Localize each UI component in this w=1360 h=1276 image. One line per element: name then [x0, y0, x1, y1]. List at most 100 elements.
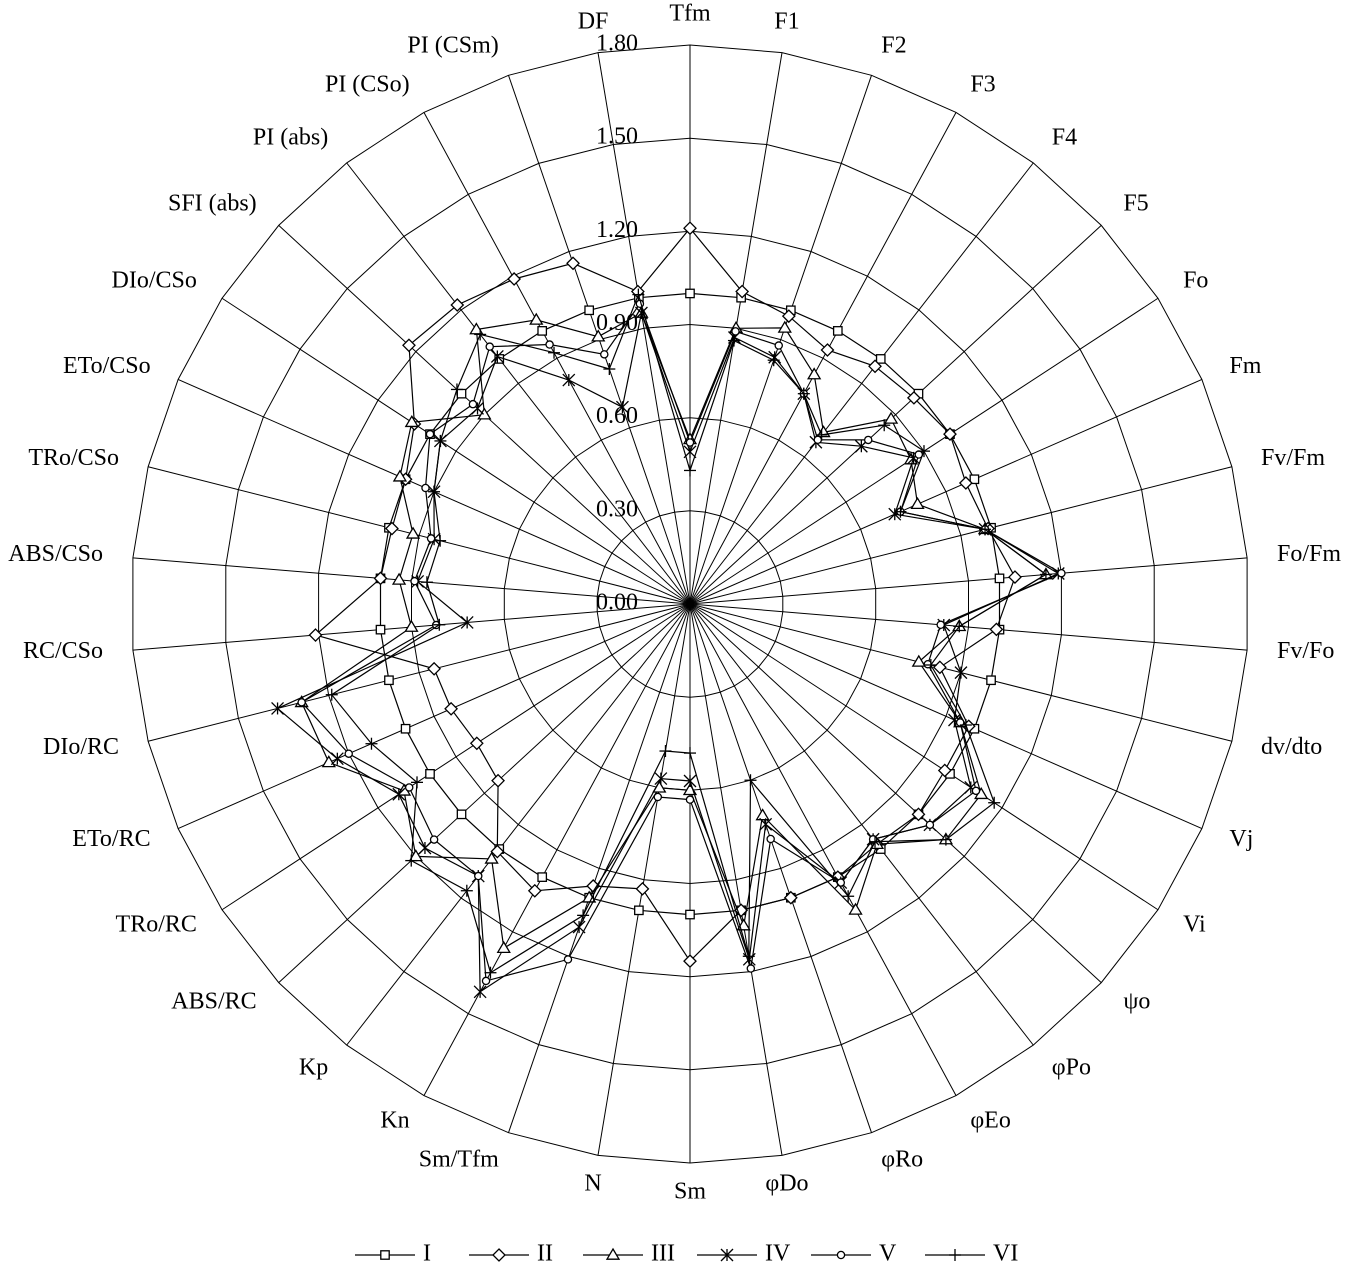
axis-spoke: [689, 603, 1034, 1046]
marker-shape: [683, 221, 697, 236]
data-point: [321, 755, 336, 768]
marker-shape: [566, 256, 580, 271]
data-point: [491, 773, 505, 788]
marker-shape: [404, 783, 414, 792]
marker-shape: [444, 701, 459, 716]
marker-shape: [421, 483, 430, 493]
marker-shape: [402, 338, 416, 353]
data-point: [684, 464, 696, 477]
marker-shape: [392, 469, 408, 482]
data-point: [365, 737, 378, 750]
marker-shape: [490, 844, 505, 859]
marker-shape: [986, 675, 996, 686]
marker-shape: [426, 534, 436, 543]
data-point: [404, 414, 419, 428]
tick-label: 0.60: [596, 403, 638, 429]
marker-shape: [404, 414, 419, 428]
data-point: [426, 534, 436, 543]
data-point: [685, 438, 695, 447]
tick-label: 1.50: [596, 124, 638, 150]
marker-shape: [653, 792, 663, 802]
data-point: [566, 256, 580, 271]
marker: [949, 1249, 961, 1261]
legend-item: V: [811, 1241, 897, 1267]
marker-shape: [634, 905, 644, 916]
marker-shape: [491, 773, 505, 788]
data-point: [496, 940, 511, 953]
axis-label: N: [584, 1170, 601, 1196]
axis-label: Fv/Fo: [1277, 638, 1334, 664]
data-point: [632, 288, 645, 301]
data-point: [271, 701, 285, 715]
data-point: [653, 792, 663, 802]
axis-spoke: [689, 466, 1233, 605]
data-point: [875, 354, 886, 364]
data-point: [484, 851, 499, 864]
data-point: [405, 854, 418, 867]
marker-shape: [584, 305, 595, 316]
data-point: [507, 272, 522, 286]
data-point: [392, 787, 406, 801]
tick-label: 1.20: [596, 217, 638, 243]
marker-shape: [492, 1248, 506, 1262]
data-point: [460, 884, 473, 897]
axis-spoke: [689, 225, 1102, 605]
data-point: [994, 573, 1005, 584]
data-point: [444, 701, 459, 716]
marker-shape: [496, 940, 511, 953]
data-point: [755, 808, 770, 821]
marker-shape: [537, 872, 548, 882]
data-point: [434, 434, 447, 447]
axis-label: DIo/RC: [43, 734, 119, 760]
data-point: [783, 890, 798, 905]
marker-shape: [863, 435, 873, 445]
marker-shape: [429, 835, 439, 844]
data-point: [425, 429, 435, 439]
axis-spoke: [177, 603, 691, 830]
marker-shape: [425, 769, 435, 779]
data-point: [428, 485, 441, 498]
data-point: [603, 363, 616, 376]
data-point: [635, 881, 650, 896]
legend-label: I: [423, 1241, 431, 1267]
axis-spoke: [147, 466, 691, 605]
marker-shape: [297, 698, 306, 707]
marker-shape: [766, 834, 775, 844]
data-point: [744, 774, 757, 787]
data-point: [456, 388, 467, 399]
marker-shape: [731, 327, 740, 336]
marker-shape: [456, 809, 467, 820]
data-point: [373, 571, 388, 586]
marker-shape: [469, 322, 484, 335]
legend-label: IV: [765, 1241, 791, 1267]
data-point: [781, 309, 796, 324]
marker-shape: [781, 309, 796, 324]
data-point: [421, 483, 430, 493]
data-point: [548, 346, 561, 359]
data-point: [777, 320, 792, 333]
marker-shape: [537, 326, 548, 336]
data-point: [943, 427, 957, 442]
marker-shape: [820, 343, 835, 357]
data-point: [308, 628, 323, 642]
axis-label: ABS/RC: [171, 988, 256, 1014]
data-point: [766, 834, 775, 844]
data-point: [469, 322, 484, 335]
data-point: [917, 445, 930, 458]
marker-shape: [400, 723, 411, 734]
data-point: [735, 284, 750, 299]
marker-shape: [783, 890, 798, 905]
data-point: [325, 688, 338, 701]
marker-shape: [321, 755, 336, 768]
axis-label: ABS/CSo: [8, 541, 103, 567]
marker-shape: [836, 1250, 846, 1260]
data-point: [600, 350, 609, 359]
marker-shape: [527, 883, 542, 898]
tick-label: 1.80: [596, 31, 638, 57]
data-point: [404, 783, 414, 792]
marker-shape: [485, 342, 494, 351]
axis-spoke: [346, 603, 691, 1046]
marker-shape: [685, 909, 695, 920]
marker-shape: [391, 572, 407, 585]
axis-label: ψo: [1123, 988, 1150, 1014]
